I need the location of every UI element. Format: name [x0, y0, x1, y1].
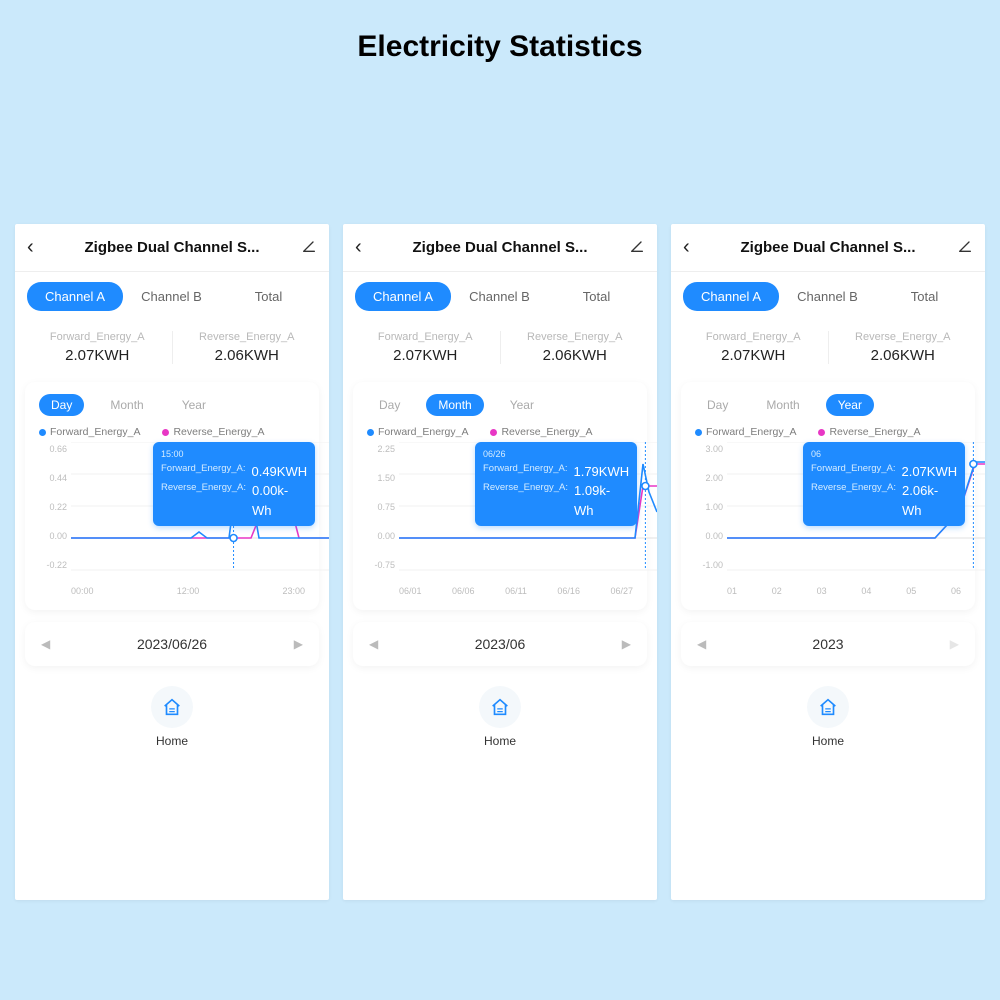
- home-button[interactable]: Home: [151, 686, 193, 748]
- home-icon: [151, 686, 193, 728]
- channel-tab[interactable]: Channel B: [451, 282, 548, 311]
- date-picker: ◀ 2023/06 ▶: [353, 622, 647, 666]
- stat-value: 2.06KWH: [501, 347, 650, 364]
- stat-label: Reverse_Energy_A: [829, 331, 978, 343]
- stat-label: Forward_Energy_A: [351, 331, 500, 343]
- screen-title: Zigbee Dual Channel S...: [373, 239, 627, 256]
- date-next-icon[interactable]: ▶: [294, 637, 303, 651]
- chart-card: Day Month Year Forward_Energy_A Reverse_Ener…: [681, 382, 975, 610]
- stat-block: Forward_Energy_A 2.07KWH: [351, 331, 501, 364]
- home-icon: [807, 686, 849, 728]
- home-label: Home: [479, 734, 521, 748]
- period-tab[interactable]: Month: [754, 394, 811, 416]
- stat-block: Reverse_Energy_A 2.06KWH: [173, 331, 322, 364]
- home-label: Home: [807, 734, 849, 748]
- phone-screen: ‹ Zigbee Dual Channel S... Channel AChan…: [343, 224, 657, 900]
- period-tab[interactable]: Month: [98, 394, 155, 416]
- screen-title: Zigbee Dual Channel S...: [701, 239, 955, 256]
- stat-label: Forward_Energy_A: [23, 331, 172, 343]
- x-axis: 010203040506: [727, 586, 961, 596]
- chart-card: Day Month Year Forward_Energy_A Reverse_Ener…: [353, 382, 647, 610]
- stat-value: 2.07KWH: [23, 347, 172, 364]
- home-button[interactable]: Home: [807, 686, 849, 748]
- channel-tab[interactable]: Channel B: [123, 282, 220, 311]
- home-icon: [479, 686, 521, 728]
- home-label: Home: [151, 734, 193, 748]
- date-prev-icon[interactable]: ◀: [697, 637, 706, 651]
- legend-item: Reverse_Energy_A: [490, 426, 592, 438]
- period-tab[interactable]: Day: [39, 394, 84, 416]
- channel-tab[interactable]: Total: [220, 282, 317, 311]
- phone-row: ‹ Zigbee Dual Channel S... Channel AChan…: [0, 74, 1000, 900]
- date-picker: ◀ 2023/06/26 ▶: [25, 622, 319, 666]
- channel-tab[interactable]: Total: [876, 282, 973, 311]
- edit-icon[interactable]: [955, 238, 973, 257]
- screen-title: Zigbee Dual Channel S...: [45, 239, 299, 256]
- channel-tab[interactable]: Channel B: [779, 282, 876, 311]
- stat-block: Forward_Energy_A 2.07KWH: [23, 331, 173, 364]
- stat-value: 2.06KWH: [829, 347, 978, 364]
- stat-label: Forward_Energy_A: [679, 331, 828, 343]
- y-axis: 3.002.001.000.00-1.00: [695, 442, 723, 570]
- line-chart[interactable]: 3.002.001.000.00-1.00 010203040506 06Forwa…: [691, 442, 965, 600]
- chart-tooltip: 06Forward_Energy_A:2.07KWHReverse_Energy…: [803, 442, 965, 526]
- stat-value: 2.07KWH: [351, 347, 500, 364]
- period-tab[interactable]: Year: [170, 394, 218, 416]
- x-axis: 06/0106/0606/1106/1606/27: [399, 586, 633, 596]
- channel-tab[interactable]: Total: [548, 282, 645, 311]
- date-prev-icon[interactable]: ◀: [41, 637, 50, 651]
- stat-block: Reverse_Energy_A 2.06KWH: [501, 331, 650, 364]
- stat-block: Forward_Energy_A 2.07KWH: [679, 331, 829, 364]
- date-prev-icon[interactable]: ◀: [369, 637, 378, 651]
- stat-value: 2.06KWH: [173, 347, 322, 364]
- back-icon[interactable]: ‹: [355, 236, 373, 259]
- edit-icon[interactable]: [627, 238, 645, 257]
- date-label[interactable]: 2023/06: [475, 636, 526, 652]
- channel-tab[interactable]: Channel A: [683, 282, 779, 311]
- edit-icon[interactable]: [299, 238, 317, 257]
- back-icon[interactable]: ‹: [683, 236, 701, 259]
- home-button[interactable]: Home: [479, 686, 521, 748]
- legend-item: Forward_Energy_A: [39, 426, 140, 438]
- date-next-icon: ▶: [950, 637, 959, 651]
- period-tab[interactable]: Day: [695, 394, 740, 416]
- stat-block: Reverse_Energy_A 2.06KWH: [829, 331, 978, 364]
- chart-tooltip: 15:00Forward_Energy_A:0.49KWHReverse_Ene…: [153, 442, 315, 526]
- legend-item: Forward_Energy_A: [367, 426, 468, 438]
- stat-value: 2.07KWH: [679, 347, 828, 364]
- back-icon[interactable]: ‹: [27, 236, 45, 259]
- period-tab[interactable]: Day: [367, 394, 412, 416]
- x-axis: 00:0012:0023:00: [71, 586, 305, 596]
- line-chart[interactable]: 0.660.440.220.00-0.2200:0012:0023:0015:0…: [35, 442, 309, 600]
- stat-label: Reverse_Energy_A: [501, 331, 650, 343]
- stat-label: Reverse_Energy_A: [173, 331, 322, 343]
- legend-item: Reverse_Energy_A: [818, 426, 920, 438]
- period-tab[interactable]: Month: [426, 394, 483, 416]
- period-tab[interactable]: Year: [826, 394, 874, 416]
- date-next-icon[interactable]: ▶: [622, 637, 631, 651]
- phone-screen: ‹ Zigbee Dual Channel S... Channel AChan…: [671, 224, 985, 900]
- y-axis: 0.660.440.220.00-0.22: [39, 442, 67, 570]
- date-picker: ◀ 2023 ▶: [681, 622, 975, 666]
- channel-tab[interactable]: Channel A: [355, 282, 451, 311]
- phone-screen: ‹ Zigbee Dual Channel S... Channel AChan…: [15, 224, 329, 900]
- legend-item: Reverse_Energy_A: [162, 426, 264, 438]
- y-axis: 2.251.500.750.00-0.75: [367, 442, 395, 570]
- line-chart[interactable]: 2.251.500.750.00-0.75 06/0106/0606/1106/1…: [363, 442, 637, 600]
- date-label[interactable]: 2023: [812, 636, 843, 652]
- period-tab[interactable]: Year: [498, 394, 546, 416]
- chart-card: Day Month Year Forward_Energy_A Reverse_Ener…: [25, 382, 319, 610]
- channel-tab[interactable]: Channel A: [27, 282, 123, 311]
- chart-tooltip: 06/26Forward_Energy_A:1.79KWHReverse_Ene…: [475, 442, 637, 526]
- date-label[interactable]: 2023/06/26: [137, 636, 207, 652]
- page-title: Electricity Statistics: [0, 0, 1000, 74]
- legend-item: Forward_Energy_A: [695, 426, 796, 438]
